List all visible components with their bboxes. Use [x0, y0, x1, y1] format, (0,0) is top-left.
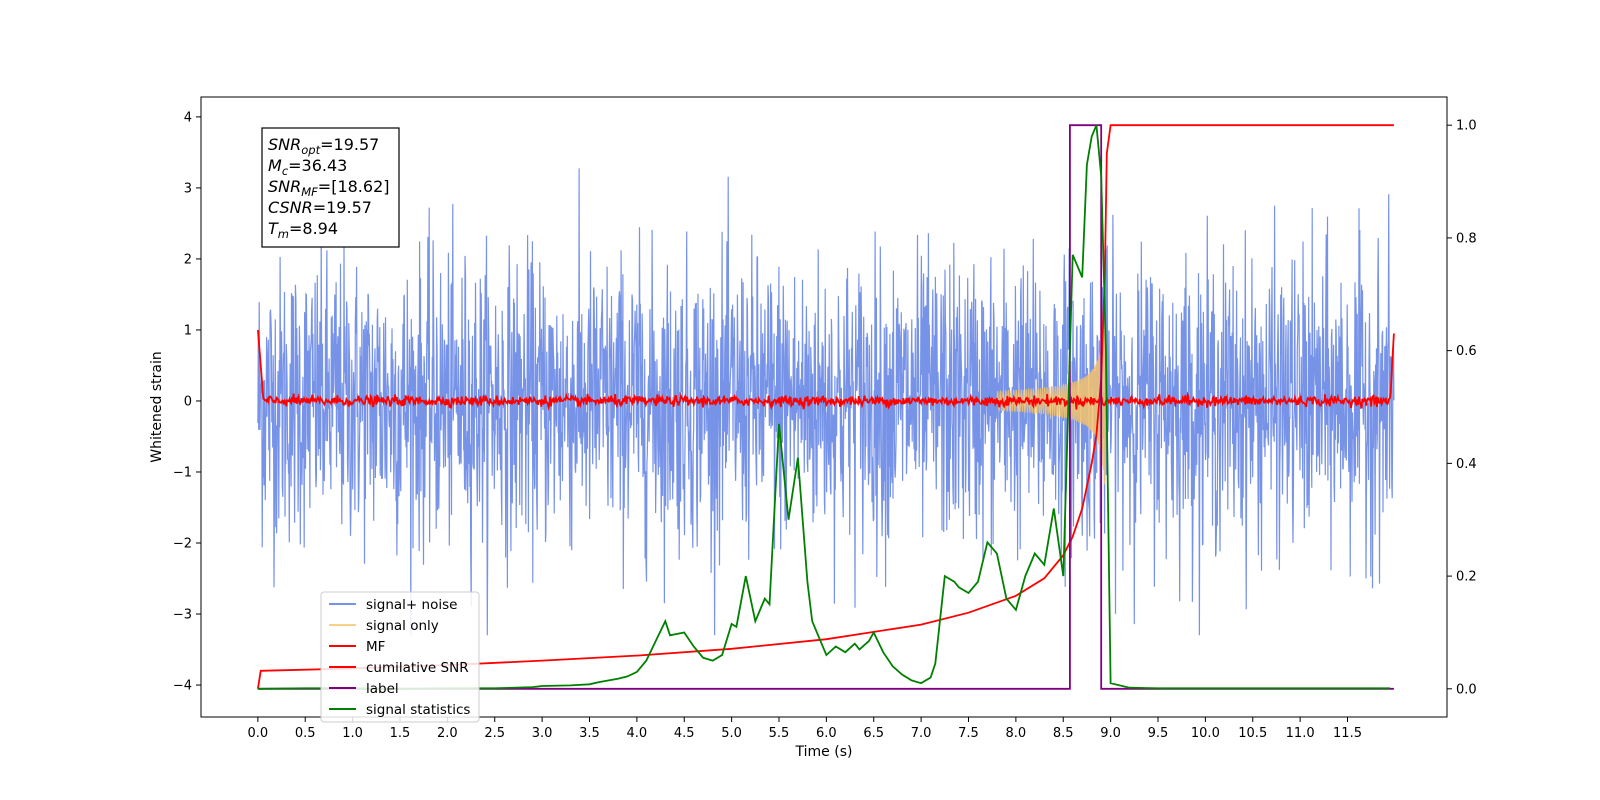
y-right-tick-label: 1.0: [1456, 119, 1477, 134]
x-tick-label: 11.0: [1286, 726, 1315, 741]
y-right-tick-label: 0.2: [1456, 570, 1477, 585]
legend-label: signal+ noise: [366, 597, 457, 613]
y-axis-right: 1.0 0.8 0.6 0.4 0.2 0.0: [1447, 119, 1477, 697]
legend: signal+ noise signal only MF cumilative SNR…: [320, 591, 480, 723]
annotation-line: SNRopt=19.57: [268, 135, 379, 157]
y-left-tick-label: −1: [173, 465, 192, 480]
annotation-frame: [261, 127, 400, 248]
x-tick-label: 0.0: [248, 726, 269, 741]
x-tick-label: 8.0: [1006, 726, 1027, 741]
annotation-line: Mc=36.43: [268, 156, 347, 178]
series-mf: [257, 329, 1395, 411]
legend-label: label: [366, 681, 399, 697]
annotation-box: SNRopt=19.57Mc=36.43SNRMF=[18.62]CSNR=19…: [261, 127, 400, 248]
series-cumulative-snr: [257, 124, 1394, 689]
y-left-tick-label: −3: [173, 608, 192, 623]
x-tick-label: 9.0: [1100, 726, 1121, 741]
x-axis: 0.0 0.5 1.0 1.5 2.0 2.5 3.0 3.5 4.0 4.5 5.0 5.5 6.0 6…: [248, 717, 1362, 741]
annotation-line: CSNR=19.57: [268, 198, 372, 217]
annotation-line: SNRMF=[18.62]: [268, 177, 390, 199]
x-tick-label: 10.0: [1191, 726, 1220, 741]
x-tick-label: 1.0: [342, 726, 363, 741]
y-left-tick-label: 3: [184, 181, 192, 196]
y-left-tick-label: −4: [173, 679, 192, 694]
x-tick-label: 8.5: [1053, 726, 1074, 741]
y-right-tick-label: 0.6: [1456, 344, 1477, 359]
x-tick-label: 6.0: [816, 726, 837, 741]
x-tick-label: 6.5: [863, 726, 884, 741]
x-tick-label: 7.0: [911, 726, 932, 741]
x-tick-label: 7.5: [958, 726, 979, 741]
x-tick-label: 5.0: [721, 726, 742, 741]
series-signal-statistics: [257, 124, 1391, 690]
y-left-tick-label: −2: [173, 537, 192, 552]
legend-label: MF: [366, 639, 385, 655]
plot-frame: [200, 96, 1448, 718]
y-right-tick-label: 0.0: [1456, 682, 1477, 697]
legend-label: signal statistics: [366, 702, 470, 718]
series-signal-noise: [257, 168, 1395, 636]
y-axis-title: Whitened strain: [149, 351, 165, 462]
x-tick-label: 0.5: [295, 726, 316, 741]
series-layer: [257, 124, 1395, 690]
series-signal-only: [996, 310, 1106, 485]
y-axis-left: 4 3 2 1 0 −1 −2 −3 −4: [173, 110, 201, 694]
x-tick-label: 11.5: [1333, 726, 1362, 741]
legend-label: cumilative SNR: [366, 660, 469, 676]
annotation-line: Tm=8.94: [268, 219, 338, 241]
x-tick-label: 1.5: [390, 726, 411, 741]
x-tick-label: 10.5: [1238, 726, 1267, 741]
y-right-tick-label: 0.4: [1456, 457, 1477, 472]
x-tick-label: 4.5: [674, 726, 695, 741]
x-axis-title: Time (s): [795, 744, 853, 760]
y-right-tick-label: 0.8: [1456, 231, 1477, 246]
x-tick-label: 3.5: [579, 726, 600, 741]
y-left-tick-label: 0: [184, 394, 192, 409]
x-tick-label: 2.0: [437, 726, 458, 741]
x-tick-label: 4.0: [627, 726, 648, 741]
y-left-tick-label: 4: [184, 110, 192, 125]
x-tick-label: 5.5: [769, 726, 790, 741]
legend-label: signal only: [366, 618, 439, 634]
x-tick-label: 3.0: [532, 726, 553, 741]
legend-frame: [320, 591, 480, 723]
y-left-tick-label: 1: [184, 323, 192, 338]
x-tick-label: 2.5: [484, 726, 505, 741]
y-left-tick-label: 2: [184, 252, 192, 267]
x-tick-label: 9.5: [1148, 726, 1169, 741]
